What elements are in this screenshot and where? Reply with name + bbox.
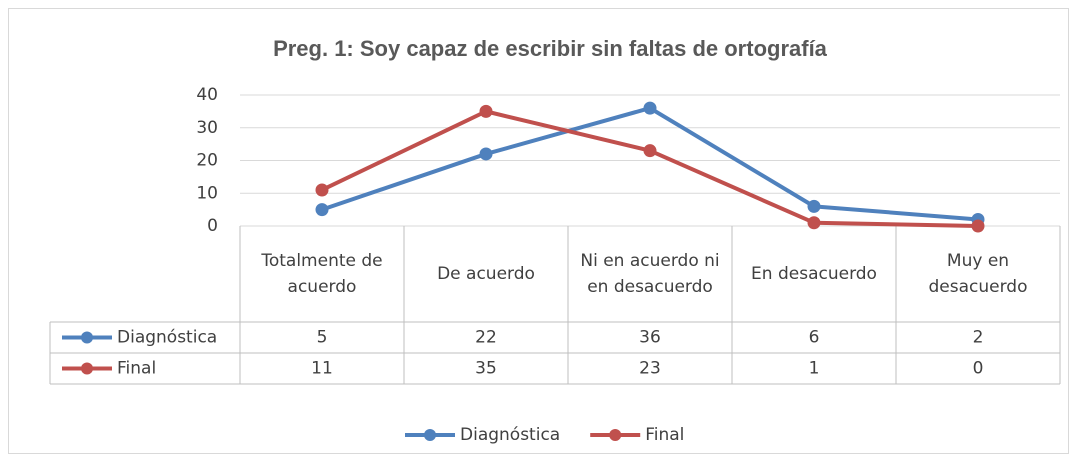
chart-border (8, 8, 1069, 454)
legend-key-marker (424, 429, 436, 441)
y-tick-label: 30 (196, 118, 218, 138)
x-tick-label: Ni en acuerdo ni en desacuerdo (580, 251, 720, 297)
data-point (479, 147, 493, 161)
table-value: 0 (973, 359, 984, 379)
x-tick-label: En desacuerdo (751, 264, 877, 284)
table-value: 5 (317, 328, 328, 348)
table-value: 2 (973, 328, 984, 348)
y-tick-label: 20 (196, 151, 218, 171)
y-tick-label: 40 (196, 85, 218, 105)
legend-label: Final (645, 425, 684, 445)
legend-key-marker (609, 429, 622, 441)
table-series-name: Final (117, 359, 156, 379)
chart-title: Preg. 1: Soy capaz de escribir sin falta… (273, 36, 828, 61)
y-tick-label: 10 (196, 183, 218, 203)
table-value: 35 (475, 359, 497, 379)
table-value: 36 (639, 328, 661, 348)
legend-key-marker (81, 331, 93, 344)
data-point (971, 219, 985, 233)
legend-label: Diagnóstica (460, 425, 560, 445)
x-tick-label: Muy en desacuerdo (928, 251, 1028, 297)
data-point (643, 101, 657, 115)
data-point (807, 199, 821, 213)
x-category-cell: En desacuerdo (751, 264, 877, 284)
data-point (643, 144, 657, 158)
x-category-cell: De acuerdo (437, 264, 535, 284)
x-tick-label: De acuerdo (437, 264, 535, 284)
table-value: 6 (809, 328, 820, 348)
data-point (807, 216, 821, 230)
data-point (315, 183, 329, 197)
x-category-cell: Ni en acuerdo ni en desacuerdo (580, 251, 720, 297)
table-value: 1 (809, 359, 820, 379)
x-category-cell: Totalmente de acuerdo (261, 251, 383, 297)
y-tick-label: 0 (207, 216, 218, 236)
data-point (479, 104, 493, 118)
x-category-cell: Muy en desacuerdo (928, 251, 1028, 297)
legend-key-marker (81, 362, 93, 375)
data-point (315, 203, 329, 217)
table-value: 22 (475, 328, 497, 348)
table-series-name: Diagnóstica (117, 328, 217, 348)
table-value: 23 (639, 359, 661, 379)
table-value: 11 (311, 359, 333, 379)
x-tick-label: Totalmente de acuerdo (261, 251, 383, 297)
